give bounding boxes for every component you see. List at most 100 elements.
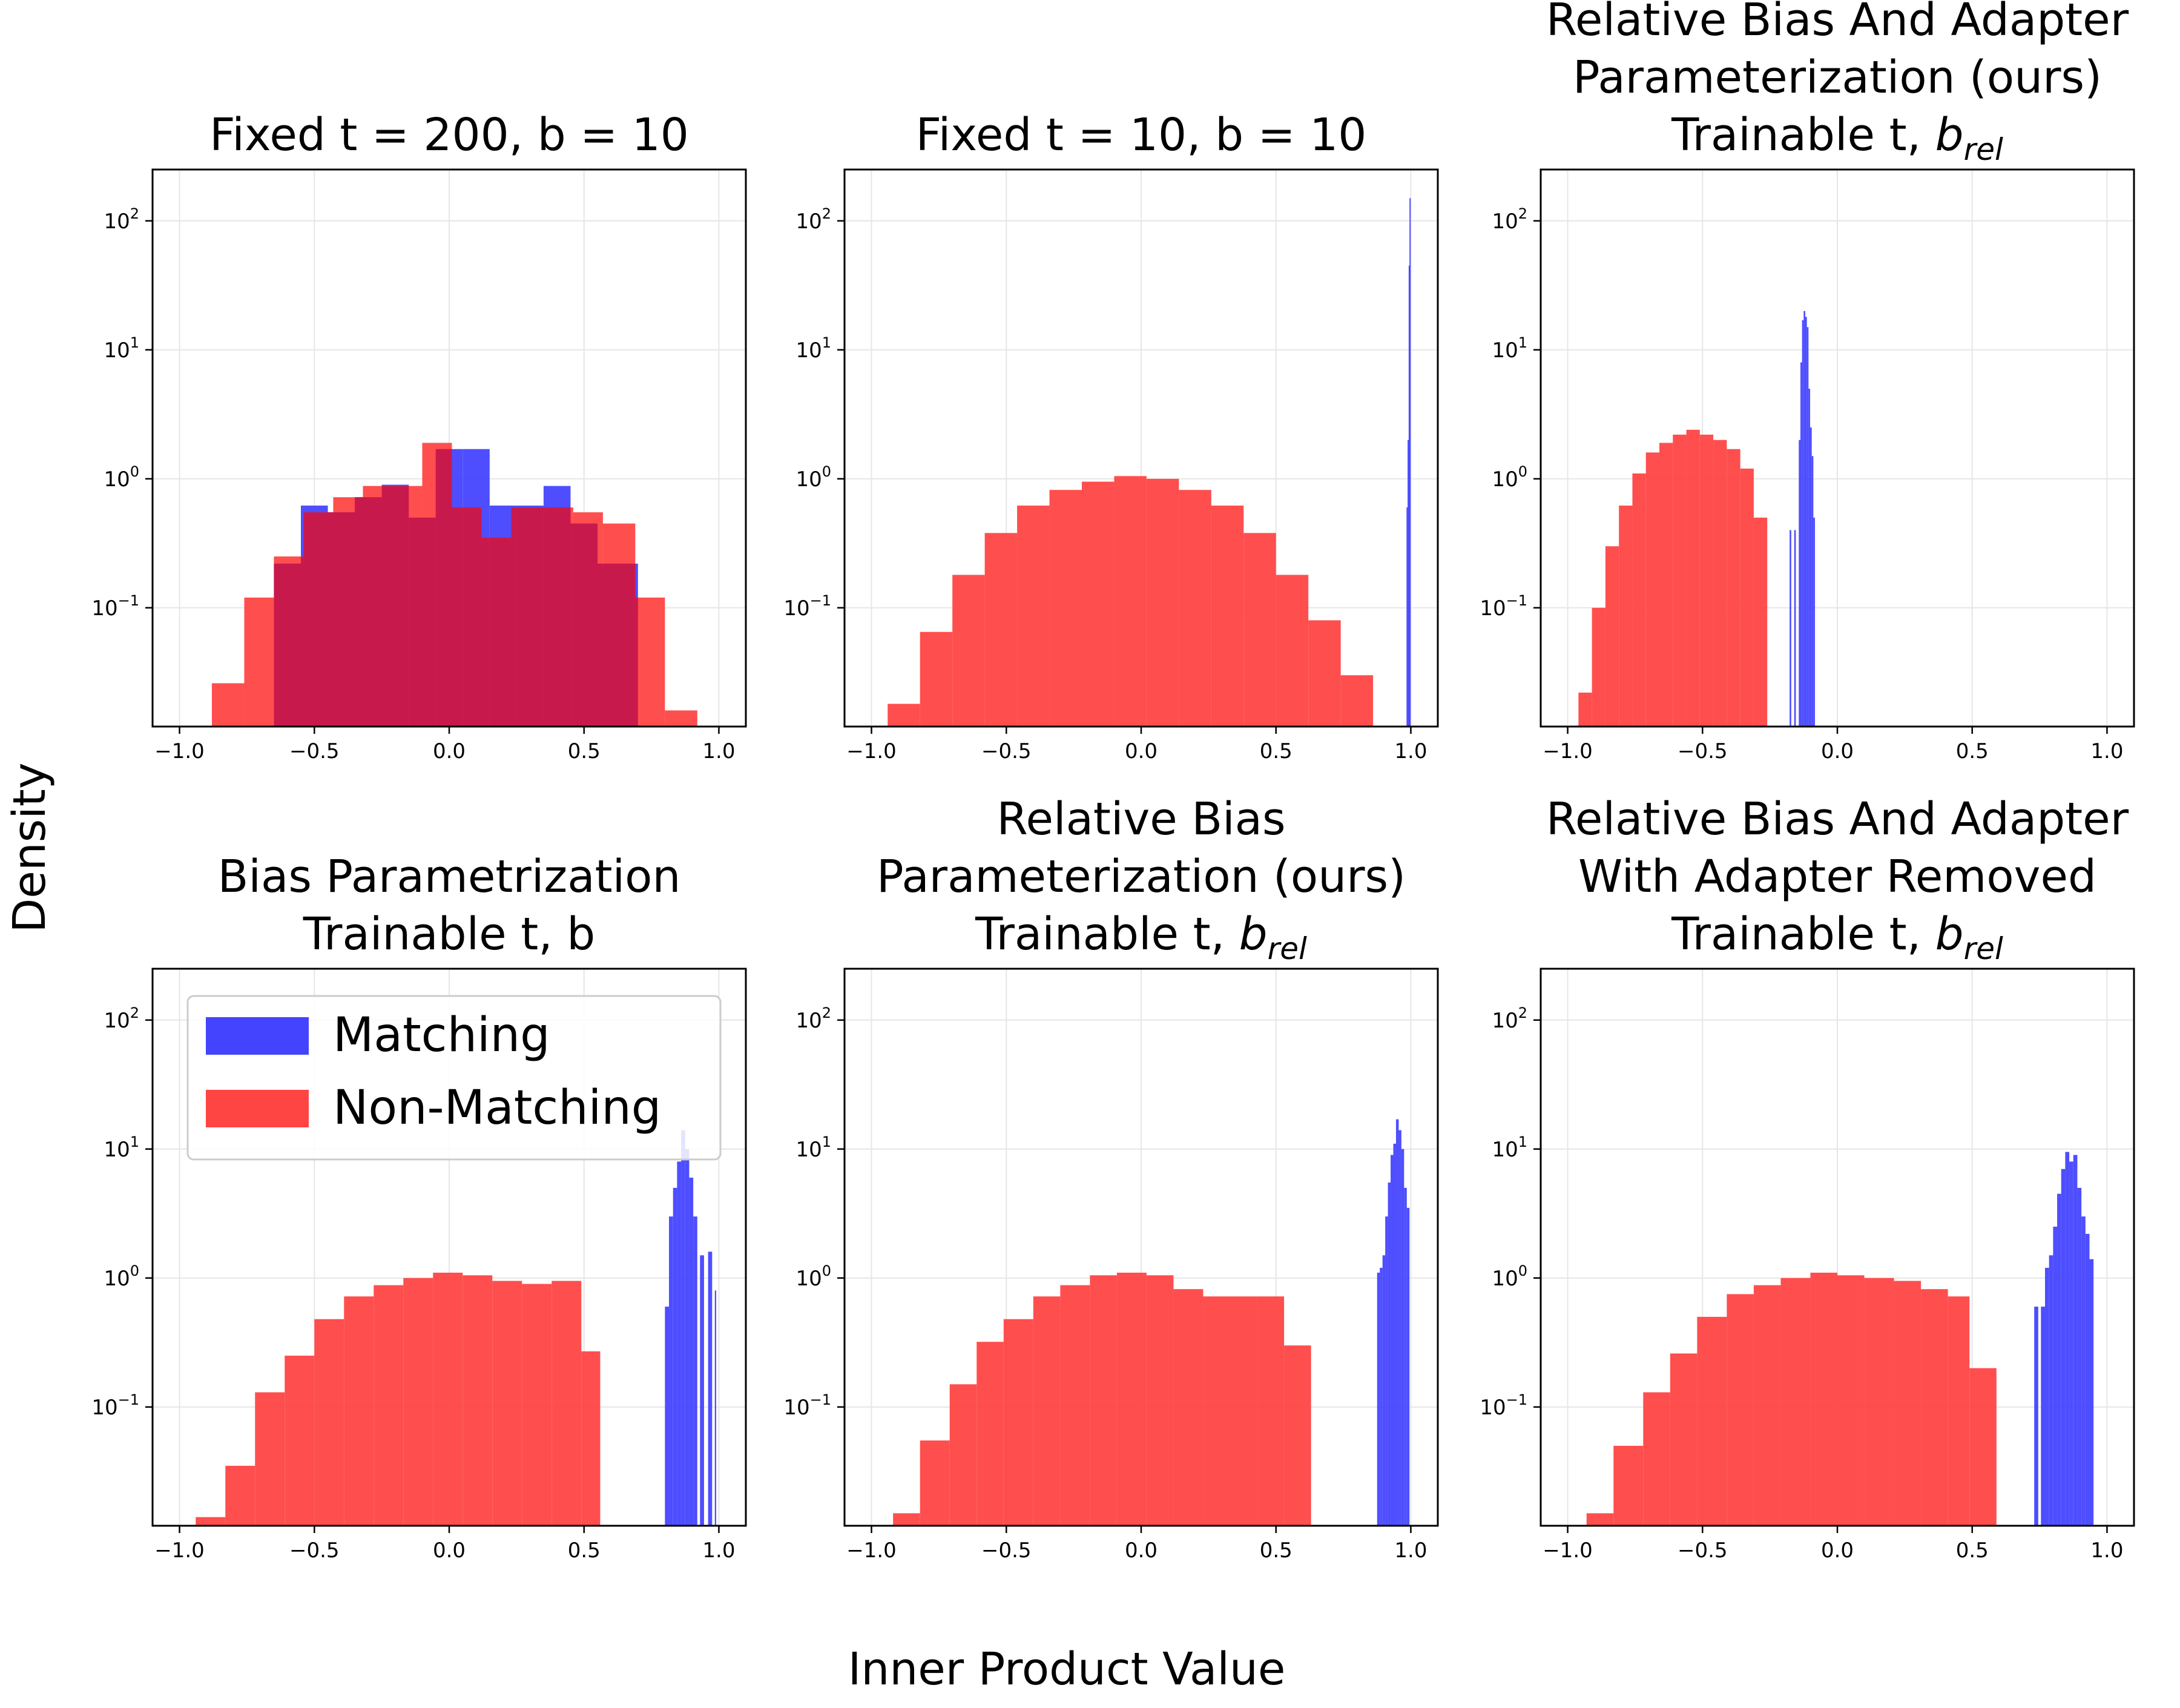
panel-title-line: Fixed t = 10, b = 10 (916, 109, 1367, 161)
x-tick-label: 0.0 (1821, 1538, 1854, 1563)
histogram-bar (1203, 1296, 1230, 1526)
x-tick-label: −0.5 (1678, 1538, 1728, 1563)
histogram-bar (1806, 327, 1809, 727)
histogram-bar (1605, 546, 1619, 727)
y-tick-label: 10−1 (1480, 592, 1527, 621)
histogram-bar (1003, 1319, 1033, 1526)
histogram-bar (1385, 1216, 1388, 1526)
histogram-bar (1398, 1130, 1401, 1526)
x-tick-label: 0.5 (1956, 739, 1989, 763)
overlap-bar (452, 507, 463, 727)
overlap-bar (624, 563, 636, 727)
x-tick-label: 0.5 (568, 739, 601, 763)
series-matching (1790, 311, 1816, 727)
histogram-bar (1114, 476, 1147, 727)
histogram-bar (1060, 1285, 1090, 1526)
histogram-bar (1969, 1368, 1997, 1526)
legend-label: Non-Matching (333, 1081, 661, 1135)
histogram-bar (1592, 607, 1605, 727)
histogram-panel-4: −1.0 −0.5 0.0 0.5 1.0 102 101 100 10−1 Bias Param… (91, 851, 747, 1563)
histogram-bar (1699, 434, 1714, 727)
histogram-bar (225, 1465, 255, 1526)
histogram-bar (1382, 1255, 1386, 1526)
histogram-bar (2061, 1169, 2066, 1526)
histogram-bar (1049, 490, 1082, 727)
x-tick-label: −1.0 (846, 1538, 897, 1563)
histogram-bar (1613, 1445, 1644, 1526)
histogram-bar (1948, 1296, 1970, 1526)
panel-title-line: Relative Bias And Adapter (1546, 793, 2129, 845)
histogram-bar (2077, 1187, 2082, 1526)
overlap-bar (511, 507, 517, 727)
overlap-bar (392, 486, 409, 727)
histogram-bar (581, 1351, 601, 1526)
histogram-bar (920, 631, 953, 727)
histogram-bar (1388, 1182, 1391, 1526)
histogram-bar (1727, 1294, 1754, 1526)
histogram-bar (374, 1285, 404, 1526)
overlap-bar (489, 537, 512, 727)
panel-title-line: Trainable t, brel (1671, 908, 2003, 966)
y-tick-label: 100 (795, 463, 831, 492)
y-tick-label: 10−1 (783, 592, 831, 621)
histogram-bar (285, 1356, 315, 1526)
histogram-bar (1837, 1275, 1865, 1526)
overlap-bar (516, 507, 544, 727)
x-tick-label: 0.5 (568, 1538, 601, 1563)
overlap-bar (570, 523, 573, 727)
histogram-bar (1727, 449, 1740, 727)
histogram-bar (689, 1178, 694, 1526)
x-tick-label: 1.0 (1394, 739, 1427, 763)
overlap-bar (363, 497, 382, 727)
overlap-bar (274, 563, 301, 727)
histogram-panel-2: −1.0 −0.5 0.0 0.5 1.0 102 101 100 10−1 Fixed t = … (783, 109, 1439, 763)
histogram-bar (344, 1296, 374, 1526)
histogram-bar (2045, 1267, 2049, 1526)
y-tick-label: 10−1 (91, 592, 139, 621)
histogram-bar (1257, 1296, 1285, 1526)
x-tick-label: 0.5 (1260, 739, 1293, 763)
overlap-bar (301, 556, 304, 727)
y-tick-label: 101 (795, 1133, 831, 1162)
histogram-bar (1146, 478, 1179, 727)
histogram-bar (1406, 507, 1408, 727)
histogram-bar (1619, 506, 1633, 727)
y-tick-label: 102 (104, 205, 139, 234)
legend-swatch (206, 1090, 309, 1127)
y-tick-label: 100 (104, 463, 139, 492)
histogram-bar (1808, 388, 1811, 727)
histogram-bar (1713, 440, 1727, 727)
histogram-bar (1803, 311, 1805, 727)
histogram-bar (976, 1342, 1004, 1526)
series-non-matching (196, 1273, 601, 1526)
y-tick-label: 102 (1492, 1004, 1527, 1033)
histogram-bar (984, 533, 1018, 727)
histogram-bar (1406, 1207, 1410, 1526)
histogram-bar (1409, 198, 1411, 727)
overlap-bar (543, 507, 571, 727)
x-tick-label: 0.0 (1125, 1538, 1158, 1563)
panel-title-line: Trainable t, brel (1671, 109, 2003, 167)
overlap-bar (481, 537, 490, 727)
histogram-bar (1179, 490, 1211, 727)
histogram-bar (1380, 1267, 1383, 1526)
histogram-bar (2085, 1233, 2090, 1526)
y-tick-label: 101 (104, 1133, 139, 1162)
histogram-bar (1284, 1345, 1311, 1526)
overlap-bar (409, 517, 423, 727)
histogram-bar (1643, 1392, 1670, 1526)
overlap-bar (635, 597, 638, 727)
panel-title-line: Relative Bias (996, 793, 1285, 845)
histogram-bar (1740, 468, 1754, 727)
panel-title-line: Trainable t, b (303, 908, 596, 960)
histogram-bar (1686, 429, 1700, 727)
y-tick-label: 100 (1492, 1262, 1527, 1291)
histogram-bar (212, 683, 245, 727)
x-tick-label: 0.0 (1821, 739, 1854, 763)
overlap-bar (463, 507, 482, 727)
histogram-bar (2089, 1259, 2094, 1526)
histogram-bar (693, 1216, 697, 1526)
x-tick-label: 0.0 (1125, 739, 1158, 763)
figure-y-label: Density (4, 762, 56, 932)
x-tick-label: −0.5 (981, 739, 1032, 763)
